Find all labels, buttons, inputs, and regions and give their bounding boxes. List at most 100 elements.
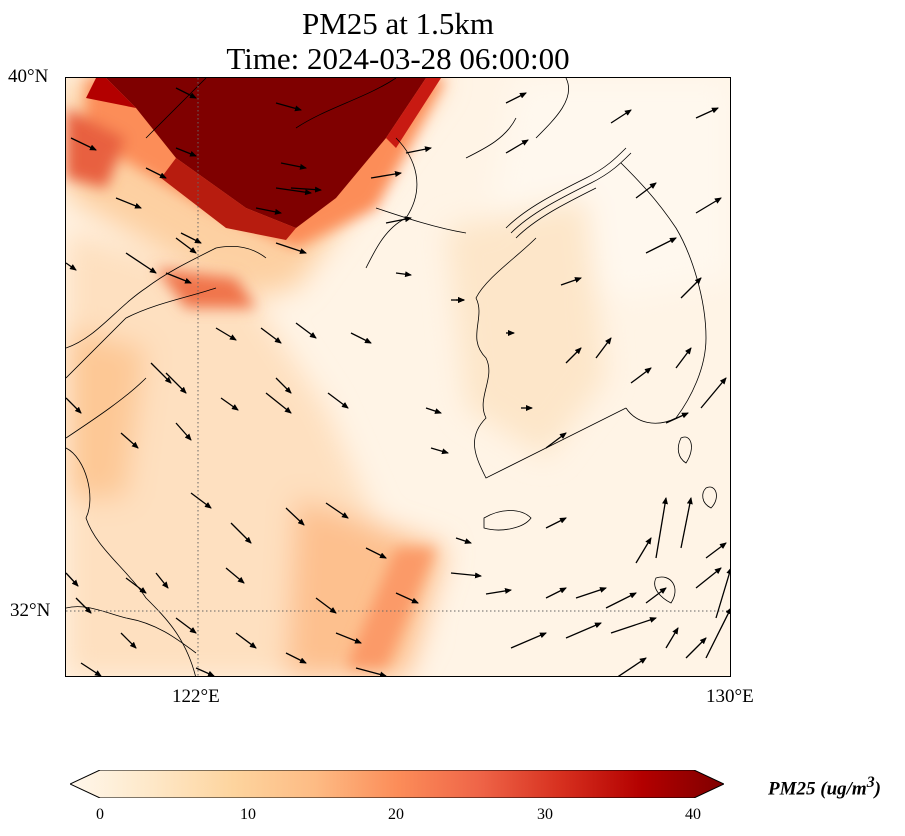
wind-arrow	[705, 542, 727, 559]
wind-arrow	[645, 237, 677, 254]
wind-arrow	[630, 367, 652, 384]
wind-arrow	[545, 517, 567, 529]
wind-arrow	[545, 432, 567, 449]
wind-arrow	[150, 362, 172, 384]
lon-tick-130: 130°E	[706, 686, 754, 707]
wind-arrow	[695, 567, 722, 589]
wind-arrow	[355, 667, 387, 676]
wind-arrow	[605, 592, 637, 609]
wind-arrow	[645, 587, 667, 604]
wind-arrow	[175, 87, 197, 99]
wind-arrow	[180, 232, 202, 244]
wind-arrow	[275, 102, 302, 112]
wind-arrow	[275, 377, 292, 394]
wind-arrow	[545, 587, 567, 599]
wind-arrow	[285, 652, 307, 664]
wind-arrow	[610, 617, 657, 634]
wind-arrow	[115, 197, 142, 209]
wind-arrow	[220, 397, 239, 411]
lat-lon-gridlines	[66, 78, 730, 676]
wind-arrow	[165, 272, 192, 284]
wind-arrow	[370, 171, 402, 179]
wind-arrow	[425, 407, 442, 414]
wind-arrow	[430, 447, 449, 455]
wind-arrow	[385, 216, 412, 224]
wind-arrow	[260, 327, 282, 344]
wind-arrow	[215, 327, 237, 341]
colorbar-tick-20: 20	[388, 806, 404, 823]
wind-arrow	[125, 577, 147, 594]
wind-arrow	[190, 492, 212, 509]
wind-vectors	[66, 87, 730, 676]
wind-arrow	[175, 147, 197, 157]
colorbar-tick-10: 10	[240, 806, 256, 823]
wind-arrow	[675, 347, 692, 369]
wind-arrow	[295, 322, 317, 339]
wind-arrow	[66, 262, 77, 271]
wind-arrow	[595, 337, 612, 359]
wind-arrow	[695, 197, 722, 214]
lat-tick-40: 40°N	[8, 66, 49, 87]
wind-arrow	[450, 572, 482, 579]
wind-arrow	[315, 597, 337, 614]
wind-arrow	[635, 182, 657, 199]
wind-arrow	[455, 537, 472, 544]
wind-arrow	[120, 632, 137, 649]
wind-arrow	[290, 186, 322, 193]
wind-arrow	[485, 587, 512, 595]
wind-arrow	[75, 597, 92, 614]
wind-arrow	[325, 502, 349, 519]
colorbar-tick-40: 40	[685, 806, 701, 823]
wind-arrow	[575, 587, 607, 599]
wind-arrow	[235, 632, 257, 649]
wind-arrow	[155, 572, 169, 589]
wind-arrow	[120, 432, 139, 449]
wind-arrow	[275, 242, 307, 254]
wind-arrow	[195, 667, 215, 676]
wind-arrow	[145, 167, 167, 179]
map-canvas	[66, 78, 730, 676]
wind-arrow	[680, 277, 702, 299]
wind-arrow	[395, 592, 419, 604]
wind-arrow	[715, 567, 730, 619]
wind-arrow	[285, 507, 305, 526]
wind-arrow	[655, 497, 668, 559]
wind-arrow	[700, 377, 727, 409]
wind-arrow	[610, 109, 632, 124]
wind-arrow	[80, 662, 102, 676]
wind-arrow	[175, 422, 192, 441]
wind-arrow	[665, 412, 689, 424]
wind-arrow	[225, 567, 245, 584]
lat-tick-32: 32°N	[10, 600, 51, 621]
wind-arrow	[565, 622, 602, 639]
wind-arrow	[66, 397, 82, 414]
wind-arrow	[680, 497, 693, 549]
wind-arrow	[335, 632, 362, 644]
wind-arrow	[705, 607, 730, 659]
wind-arrow	[617, 657, 647, 676]
wind-arrow	[510, 632, 547, 649]
wind-arrow	[560, 277, 582, 286]
wind-arrow	[275, 187, 312, 196]
map-title-line2: Time: 2024-03-28 06:00:00	[226, 41, 570, 76]
wind-arrow	[665, 627, 679, 649]
wind-arrow	[255, 207, 282, 215]
colorbar-label: PM25 (ug/m3)	[768, 774, 881, 800]
pm25-shading	[66, 78, 730, 676]
wind-arrow	[327, 392, 349, 409]
wind-arrow	[350, 332, 372, 344]
wind-arrow	[365, 547, 387, 559]
wind-arrow	[505, 92, 527, 104]
wind-arrow	[230, 522, 252, 544]
wind-arrow	[175, 237, 197, 254]
map-title-line1: PM25 at 1.5km	[301, 6, 495, 41]
wind-arrow	[175, 617, 197, 634]
wind-arrow	[405, 146, 432, 154]
wind-arrow	[635, 537, 652, 564]
lon-tick-122: 122°E	[172, 686, 220, 707]
colorbar-bar	[70, 770, 724, 798]
colorbar-tick-0: 0	[96, 806, 104, 823]
wind-arrow	[685, 637, 707, 659]
map-panel	[65, 77, 731, 677]
colorbar	[70, 770, 724, 798]
